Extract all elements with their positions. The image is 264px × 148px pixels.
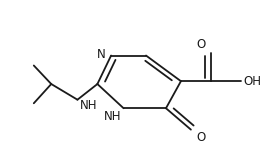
Text: N: N: [97, 48, 106, 61]
Text: OH: OH: [243, 75, 261, 88]
Text: NH: NH: [80, 99, 97, 112]
Text: O: O: [196, 131, 205, 144]
Text: O: O: [197, 38, 206, 51]
Text: NH: NH: [103, 110, 121, 123]
